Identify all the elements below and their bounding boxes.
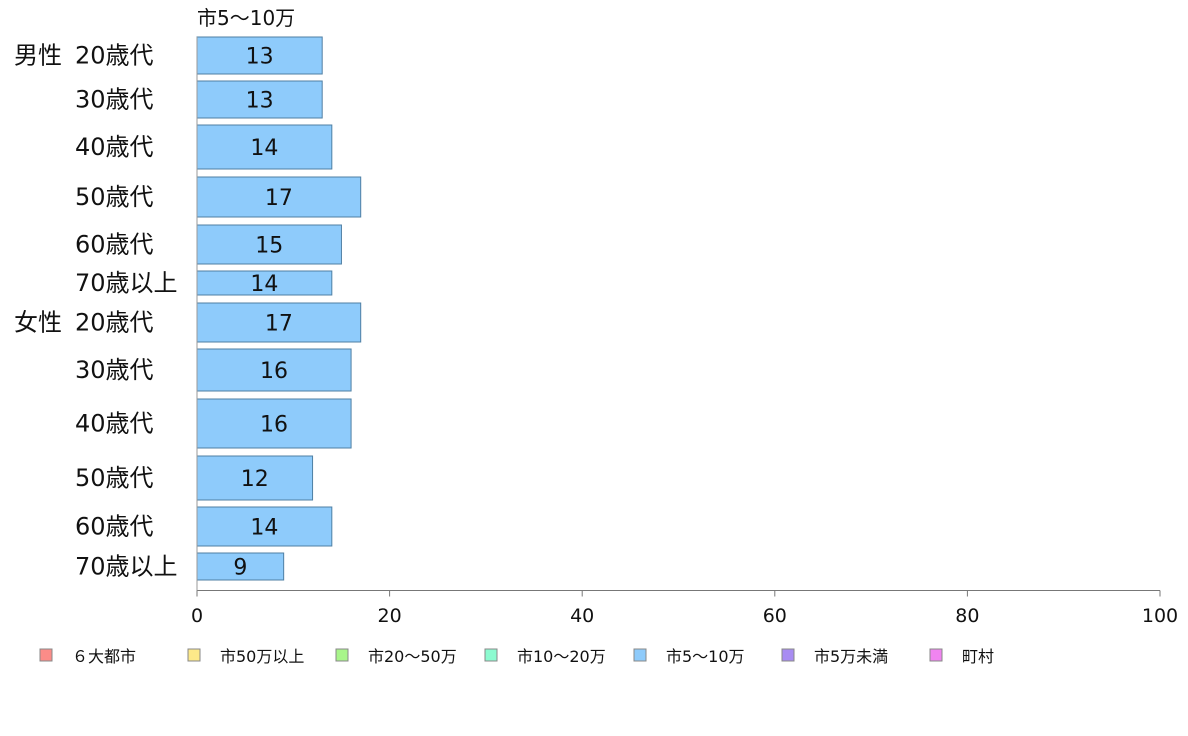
category-label: 40歳代: [75, 410, 154, 438]
bar: [196, 224, 342, 265]
legend-swatch: [39, 648, 53, 662]
bar: [196, 36, 323, 75]
legend-label: ６大都市: [72, 647, 136, 666]
bar: [196, 176, 362, 218]
bar: [196, 124, 333, 170]
bar: [196, 455, 314, 501]
x-axis: 0 20 40 60 80 100: [191, 37, 1178, 627]
bar-value-label: 9: [233, 556, 247, 581]
category-labels: 20歳代 30歳代 40歳代 50歳代 60歳代 70歳以上 20歳代 30歳代 40歳代 50歳…: [75, 42, 178, 581]
category-label: 40歳代: [75, 133, 154, 161]
x-tick-label: 40: [570, 605, 594, 627]
bar-value-label: 14: [250, 272, 278, 297]
bar-value-label: 13: [246, 89, 274, 114]
bar-value-label: 16: [260, 413, 288, 438]
bar: [196, 552, 285, 581]
bar-value-label: 16: [260, 359, 288, 384]
category-label: 20歳代: [75, 42, 154, 70]
category-label: 70歳以上: [75, 269, 178, 297]
x-tick-label: 100: [1142, 605, 1178, 627]
category-label: 50歳代: [75, 464, 154, 492]
bar-value-label: 17: [265, 312, 293, 337]
category-label: 20歳代: [75, 309, 154, 337]
bar: [196, 506, 333, 547]
legend-swatch: [484, 648, 498, 662]
bar-value-label: 13: [246, 45, 274, 70]
legend-label: 市20〜50万: [368, 647, 457, 666]
bar: [196, 80, 323, 119]
bar-value-label: 15: [255, 234, 283, 259]
legend-swatch: [633, 648, 647, 662]
legend-label: 市5〜10万: [666, 647, 745, 666]
legend-swatch: [929, 648, 943, 662]
bar-value-label: 17: [265, 186, 293, 211]
bar: [196, 302, 362, 343]
legend-label: 町村: [962, 647, 994, 666]
group-label: 男性: [14, 42, 62, 70]
legend-label: 市5万未満: [814, 647, 888, 666]
legend-label: 市50万以上: [220, 647, 304, 666]
category-label: 60歳代: [75, 231, 154, 259]
x-tick-label: 0: [191, 605, 203, 627]
legend-swatch: [781, 648, 795, 662]
legend-swatch: [335, 648, 349, 662]
legend-label: 市10〜20万: [517, 647, 606, 666]
bars: [196, 36, 362, 581]
category-label: 70歳以上: [75, 553, 178, 581]
legend: ６大都市 市50万以上 市20〜50万 市10〜20万 市5〜10万 市5万未満 町村: [39, 647, 994, 666]
group-label: 女性: [14, 309, 62, 337]
x-tick-label: 80: [955, 605, 979, 627]
category-label: 50歳代: [75, 183, 154, 211]
bar-value-label: 14: [250, 136, 278, 161]
category-label: 30歳代: [75, 86, 154, 114]
category-label: 60歳代: [75, 513, 154, 541]
series-header: 市5〜10万: [197, 6, 295, 30]
x-tick-label: 20: [378, 605, 402, 627]
legend-swatch: [187, 648, 201, 662]
x-tick-label: 60: [763, 605, 787, 627]
bar-value-label: 14: [250, 516, 278, 541]
bar-value-label: 12: [241, 467, 269, 492]
category-label: 30歳代: [75, 356, 154, 384]
